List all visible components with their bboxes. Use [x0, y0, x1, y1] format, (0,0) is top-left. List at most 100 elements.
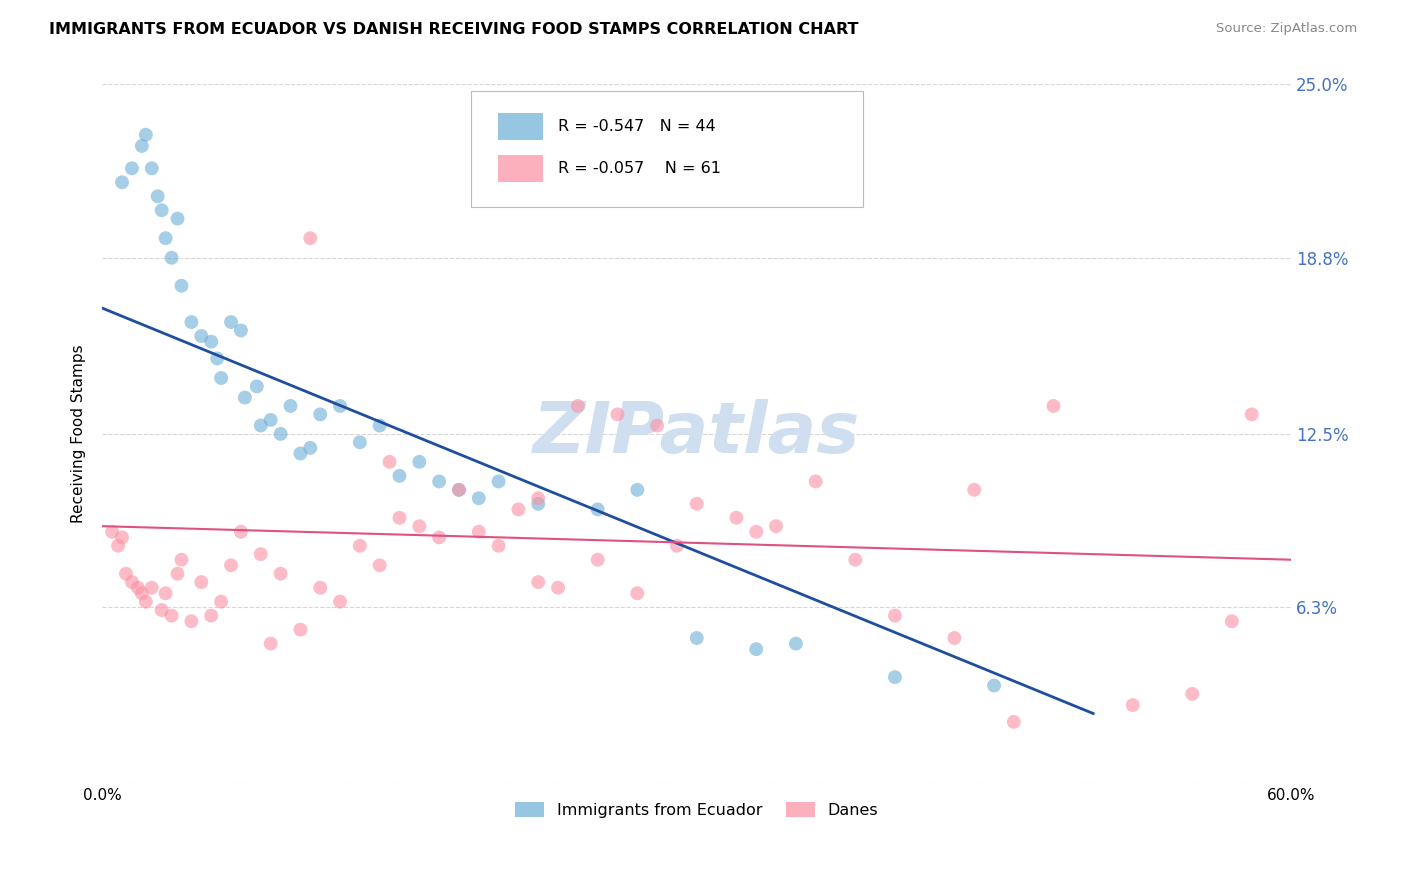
Point	[160, 608, 183, 623]
Point	[586, 502, 609, 516]
Point	[180, 614, 202, 628]
FancyBboxPatch shape	[471, 91, 863, 207]
Point	[686, 497, 709, 511]
Point	[765, 519, 787, 533]
Point	[1002, 714, 1025, 729]
Point	[309, 408, 332, 422]
Point	[508, 502, 530, 516]
Point	[141, 581, 163, 595]
Point	[131, 139, 153, 153]
Point	[408, 519, 430, 533]
Point	[1240, 408, 1263, 422]
Point	[884, 670, 907, 684]
Point	[270, 566, 292, 581]
Point	[190, 329, 212, 343]
Point	[166, 211, 188, 226]
Point	[219, 315, 242, 329]
Text: R = -0.547   N = 44: R = -0.547 N = 44	[558, 119, 716, 134]
Point	[260, 637, 283, 651]
Y-axis label: Receiving Food Stamps: Receiving Food Stamps	[72, 344, 86, 524]
Point	[209, 371, 232, 385]
Point	[567, 399, 589, 413]
Point	[209, 595, 232, 609]
Point	[626, 586, 648, 600]
Point	[170, 278, 193, 293]
Point	[155, 231, 177, 245]
Point	[983, 679, 1005, 693]
Point	[249, 418, 271, 433]
Point	[111, 175, 134, 189]
Point	[233, 391, 256, 405]
Point	[121, 161, 143, 176]
Point	[127, 581, 149, 595]
Point	[547, 581, 569, 595]
Point	[349, 539, 371, 553]
Point	[146, 189, 169, 203]
Point	[131, 586, 153, 600]
Point	[150, 603, 173, 617]
Point	[170, 552, 193, 566]
Point	[408, 455, 430, 469]
Point	[229, 524, 252, 539]
Text: IMMIGRANTS FROM ECUADOR VS DANISH RECEIVING FOOD STAMPS CORRELATION CHART: IMMIGRANTS FROM ECUADOR VS DANISH RECEIV…	[49, 22, 859, 37]
Point	[368, 418, 391, 433]
Point	[586, 552, 609, 566]
Point	[785, 637, 807, 651]
Bar	[498, 113, 543, 140]
Point	[246, 379, 269, 393]
Point	[388, 468, 411, 483]
Point	[488, 475, 510, 489]
Point	[290, 446, 312, 460]
Point	[468, 524, 491, 539]
Point	[299, 231, 322, 245]
Point	[527, 575, 550, 590]
Point	[135, 595, 157, 609]
Point	[115, 566, 138, 581]
Point	[280, 399, 302, 413]
Point	[1042, 399, 1064, 413]
Text: R = -0.057    N = 61: R = -0.057 N = 61	[558, 161, 721, 176]
Point	[527, 491, 550, 506]
Point	[427, 475, 450, 489]
Point	[1220, 614, 1243, 628]
Bar	[498, 155, 543, 182]
Point	[111, 530, 134, 544]
Point	[107, 539, 129, 553]
Point	[299, 441, 322, 455]
Point	[606, 408, 628, 422]
Point	[166, 566, 188, 581]
Point	[135, 128, 157, 142]
Point	[180, 315, 202, 329]
Point	[527, 497, 550, 511]
Point	[427, 530, 450, 544]
Point	[219, 558, 242, 573]
Point	[884, 608, 907, 623]
Point	[309, 581, 332, 595]
Point	[447, 483, 470, 497]
Point	[1122, 698, 1144, 712]
Point	[200, 608, 222, 623]
Point	[349, 435, 371, 450]
Point	[200, 334, 222, 349]
Point	[447, 483, 470, 497]
Text: Source: ZipAtlas.com: Source: ZipAtlas.com	[1216, 22, 1357, 36]
Point	[329, 595, 352, 609]
Point	[290, 623, 312, 637]
Point	[488, 539, 510, 553]
Point	[229, 323, 252, 337]
Point	[150, 203, 173, 218]
Legend: Immigrants from Ecuador, Danes: Immigrants from Ecuador, Danes	[509, 796, 884, 824]
Point	[249, 547, 271, 561]
Point	[963, 483, 986, 497]
Point	[1181, 687, 1204, 701]
Point	[725, 510, 748, 524]
Point	[205, 351, 228, 366]
Point	[745, 642, 768, 657]
Point	[745, 524, 768, 539]
Text: ZIPatlas: ZIPatlas	[533, 400, 860, 468]
Point	[329, 399, 352, 413]
Point	[645, 418, 668, 433]
Point	[160, 251, 183, 265]
Point	[141, 161, 163, 176]
Point	[388, 510, 411, 524]
